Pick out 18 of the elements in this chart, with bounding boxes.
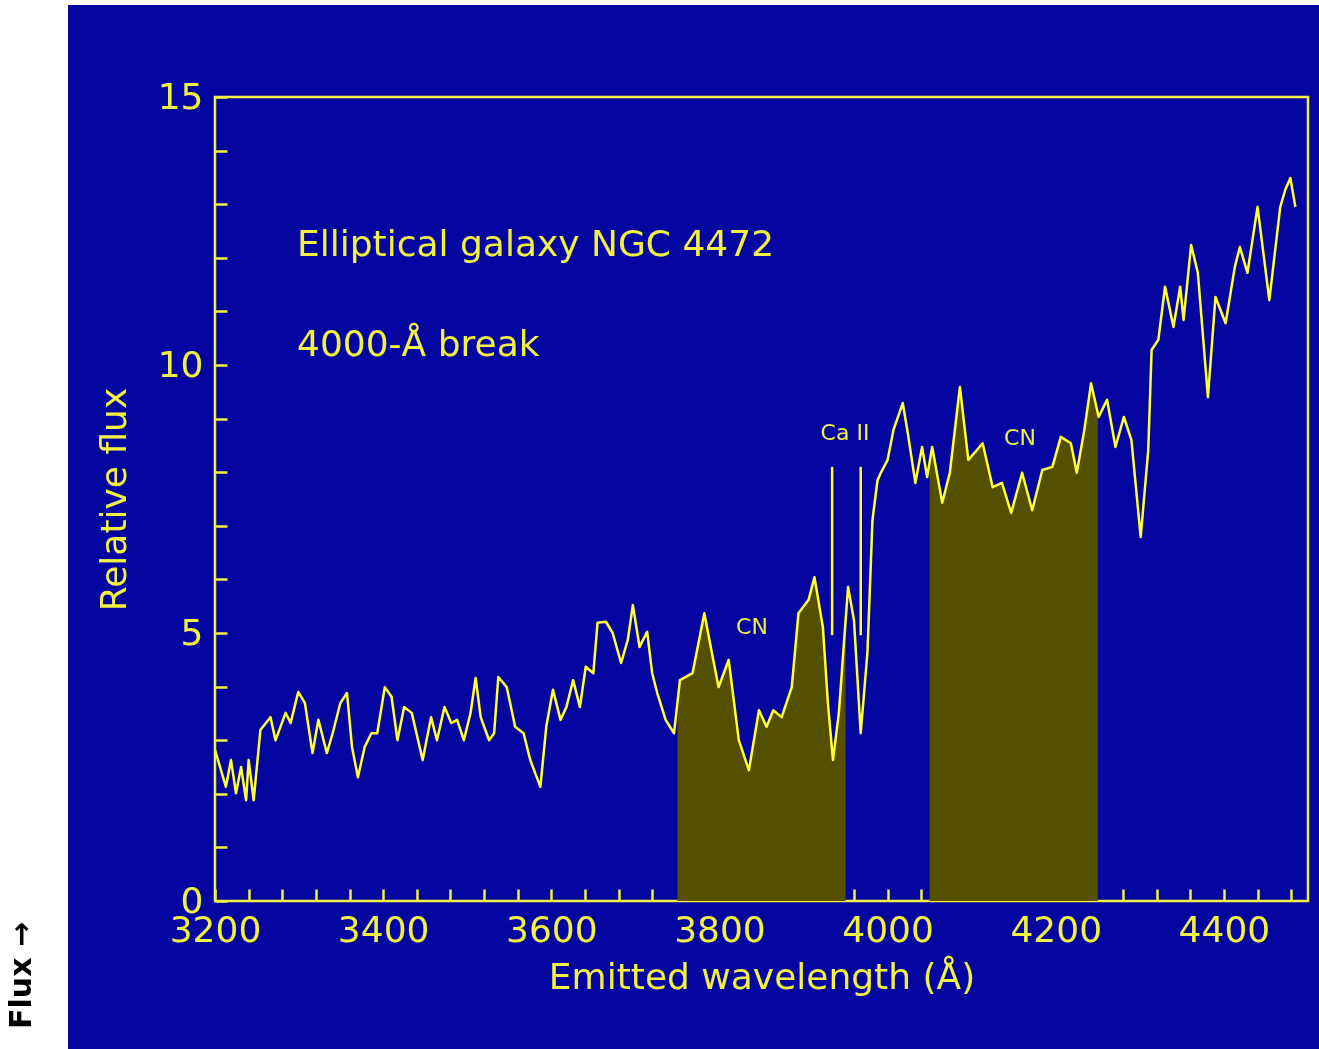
y-tick-label: 15	[157, 75, 204, 117]
annotation: CN	[1004, 425, 1036, 450]
x-tick-label: 4000	[842, 908, 934, 950]
x-tick-label: 3800	[674, 908, 766, 950]
annotation: Ca II	[820, 420, 870, 445]
y-tick-label: 5	[180, 611, 204, 653]
x-tick-label: 3400	[337, 908, 430, 950]
x-tick-label: 3600	[506, 908, 598, 950]
x-tick-label: 4200	[1010, 908, 1103, 950]
line-series	[215, 176, 1297, 802]
text: 4000-Å break	[297, 322, 540, 364]
x-tick-label: 4400	[1178, 908, 1271, 950]
text: Flux →	[3, 921, 38, 1029]
annotation: CN	[736, 614, 768, 639]
y-tick-label: 10	[157, 343, 204, 385]
y-axis-title: Relative flux	[92, 387, 134, 612]
x-axis-title: Emitted wavelength (Å)	[548, 954, 976, 997]
text: Elliptical galaxy NGC 4472	[297, 223, 775, 264]
